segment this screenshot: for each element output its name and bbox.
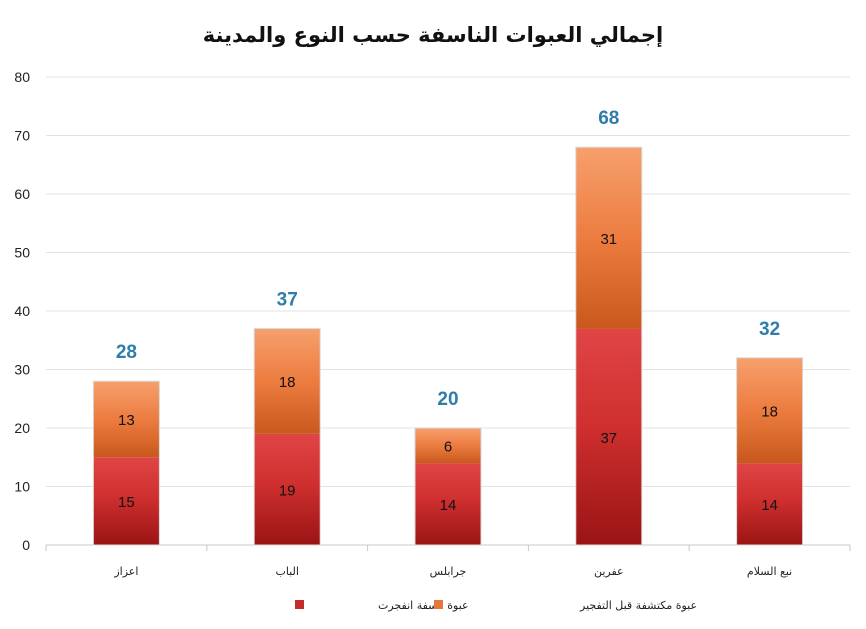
total-label: 28 bbox=[116, 342, 137, 363]
bar-outline bbox=[92, 380, 160, 546]
total-label: 37 bbox=[277, 290, 298, 311]
legend-swatch bbox=[434, 600, 443, 609]
data-label: 37 bbox=[600, 430, 617, 447]
gridlines bbox=[45, 76, 851, 551]
y-tick-label: 60 bbox=[14, 186, 30, 202]
data-label: 6 bbox=[444, 439, 452, 456]
bar-segment-exploded bbox=[93, 457, 160, 545]
x-category-label: نبع السلام bbox=[747, 565, 792, 578]
bar-segment-discovered bbox=[575, 147, 642, 329]
y-tick-label: 20 bbox=[14, 420, 30, 436]
total-label: 32 bbox=[759, 319, 780, 340]
y-tick-label: 70 bbox=[14, 128, 30, 144]
bars bbox=[92, 146, 804, 546]
data-label: 13 bbox=[118, 412, 135, 429]
bar-segment-exploded bbox=[736, 463, 803, 545]
total-label: 20 bbox=[437, 389, 458, 410]
data-label: 14 bbox=[761, 497, 778, 514]
labels: 15 13 28 اعزاز 19 18 37 الباب 14 6 20 جرابلس 37 31 68 ع… bbox=[113, 108, 792, 578]
y-tick-label: 10 bbox=[14, 479, 30, 495]
legend-swatch bbox=[295, 600, 304, 609]
bar-segment-exploded bbox=[415, 463, 481, 545]
y-tick-label: 40 bbox=[14, 303, 30, 319]
data-label: 15 bbox=[118, 494, 135, 511]
bar-outline bbox=[253, 328, 321, 546]
legend: عبوة ناسفة انفجرت عبوة مكتشفة قبل التفجير bbox=[295, 599, 697, 612]
legend-label: عبوة ناسفة انفجرت bbox=[378, 599, 469, 612]
x-category-label: جرابلس bbox=[430, 565, 467, 578]
bar-outline bbox=[414, 427, 482, 546]
bar-segment-discovered bbox=[254, 328, 321, 434]
x-category-label: عفرين bbox=[594, 565, 624, 578]
y-tick-label: 80 bbox=[14, 69, 30, 85]
data-label: 18 bbox=[279, 374, 296, 391]
bar-segment-exploded bbox=[254, 433, 321, 545]
chart-title: إجمالي العبوات الناسفة حسب النوع والمدين… bbox=[203, 23, 663, 47]
y-tick-label: 0 bbox=[22, 537, 30, 553]
bar-segment-discovered bbox=[736, 357, 803, 464]
y-tick-label: 30 bbox=[14, 362, 30, 378]
data-label: 14 bbox=[440, 497, 457, 514]
data-label: 19 bbox=[279, 482, 296, 499]
bar-segment-exploded bbox=[575, 328, 642, 545]
bar-segment-discovered bbox=[415, 428, 481, 464]
data-label: 18 bbox=[761, 403, 778, 420]
bar-outline bbox=[736, 357, 804, 546]
x-category-label: اعزاز bbox=[113, 565, 138, 578]
total-label: 68 bbox=[598, 108, 619, 129]
legend-label: عبوة مكتشفة قبل التفجير bbox=[579, 599, 697, 612]
bar-segment-discovered bbox=[93, 381, 160, 458]
bar-outline bbox=[575, 146, 643, 546]
y-tick-label: 50 bbox=[14, 245, 30, 261]
x-category-label: الباب bbox=[275, 565, 298, 578]
y-axis: 0 10 20 30 40 50 60 70 80 bbox=[14, 69, 30, 553]
data-label: 31 bbox=[600, 231, 617, 248]
